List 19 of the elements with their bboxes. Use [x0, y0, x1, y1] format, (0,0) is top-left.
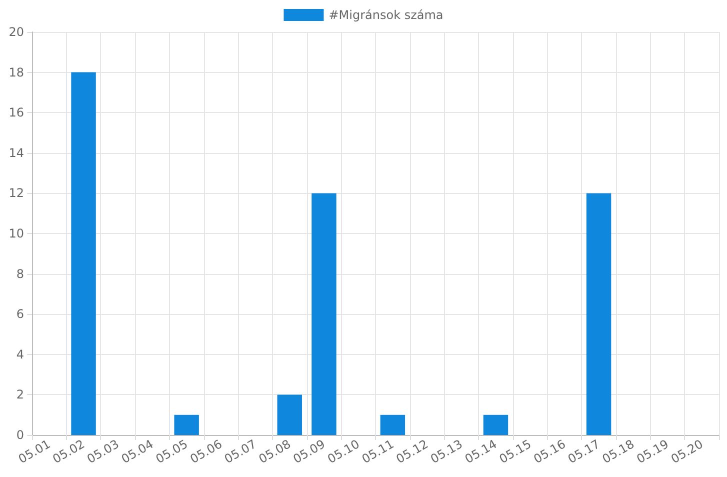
y-tick-label: 4 [16, 347, 24, 362]
bar [277, 394, 302, 435]
y-tick-label: 0 [16, 428, 24, 442]
bar [483, 414, 508, 435]
y-tick-label: 16 [8, 106, 24, 120]
y-tick-label: 8 [16, 266, 24, 281]
y-tick-label: 18 [8, 65, 24, 80]
y-tick-label: 20 [8, 25, 24, 39]
bar [71, 72, 96, 435]
bar [312, 193, 336, 435]
bar [586, 193, 612, 435]
y-tick-label: 6 [16, 307, 24, 322]
bar [380, 414, 406, 435]
bar [174, 414, 199, 435]
y-tick-label: 10 [8, 226, 24, 240]
legend-label: #Migránsok száma [328, 8, 444, 22]
y-tick-label: 12 [8, 186, 24, 200]
y-tick-label: 2 [16, 388, 24, 402]
y-tick-label: 14 [8, 146, 24, 160]
